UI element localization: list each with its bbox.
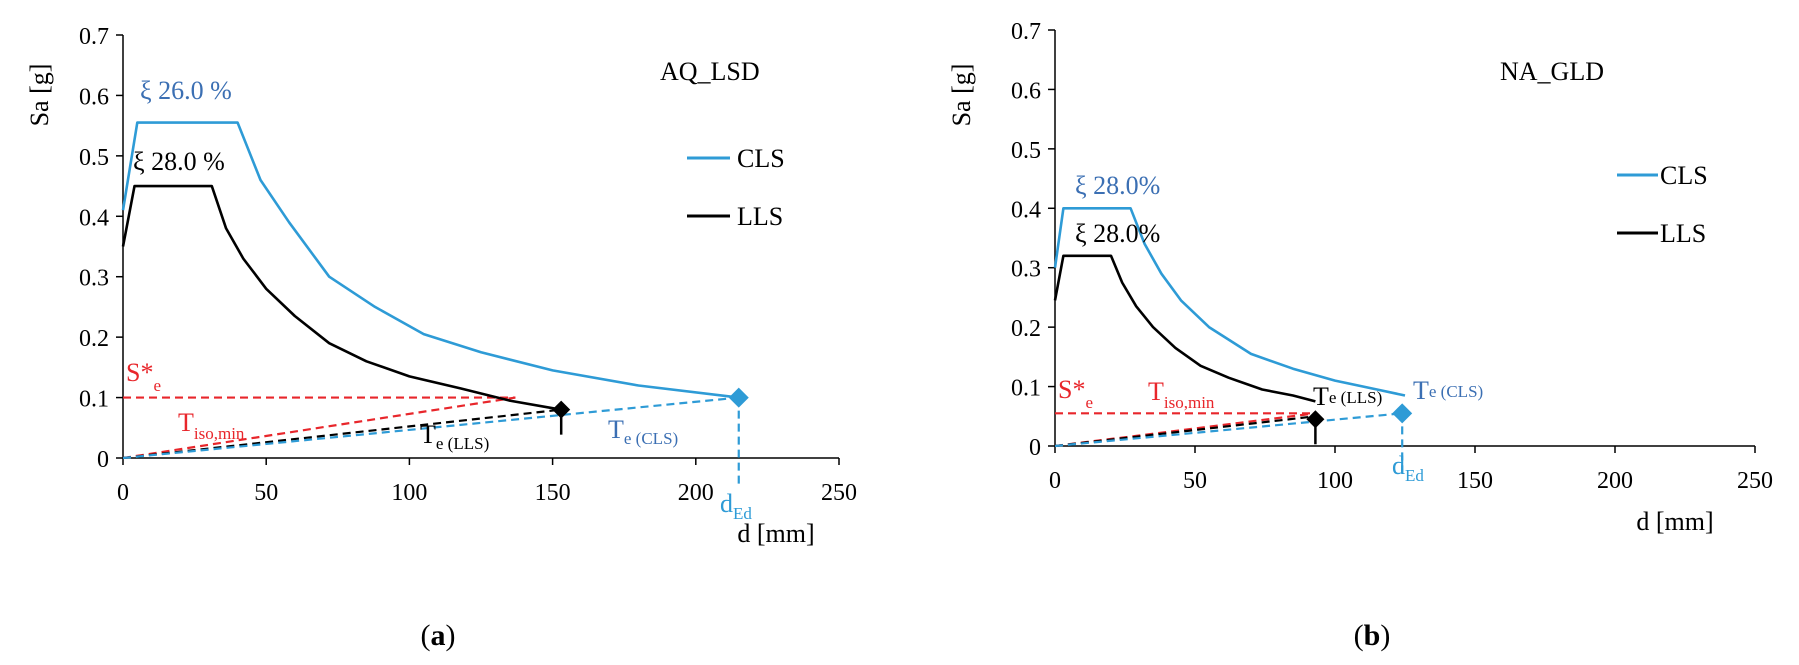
panel-b-x-axis-title: d [mm] [1636, 507, 1713, 536]
panel-b-y-tick-label: 0.1 [1011, 376, 1041, 402]
panel-a-y-tick-label: 0.4 [79, 205, 109, 231]
panel-a-y-tick-label: 0.7 [79, 24, 109, 50]
panel-b-te-cls-label: Te (CLS) [1413, 376, 1483, 405]
panel-b-ded-sub: Ed [1405, 466, 1424, 485]
panel-a-y-tick-label: 0 [97, 447, 109, 473]
panel-a-te-cls-sub: e (CLS) [624, 429, 678, 448]
panel-a-x-tick-label: 0 [117, 480, 129, 506]
panel-a-caption-close: ) [446, 619, 456, 652]
panel-a-legend-cls-label: CLS [737, 144, 785, 173]
panel-b-ded-main: d [1392, 451, 1405, 480]
panel-b-x-tick-label: 0 [1049, 468, 1061, 494]
panel-b-caption-close: ) [1380, 619, 1390, 652]
panel-a-x-tick-label: 250 [821, 480, 857, 506]
panel-b-y-tick-label: 0.7 [1011, 19, 1041, 45]
panel-b-title: NA_GLD [1500, 57, 1604, 86]
panel-b-te-lls-sub: e (LLS) [1329, 388, 1382, 407]
panel-a-ded-label: dEd [720, 489, 752, 523]
panel-a-x-axis-title: d [mm] [737, 519, 814, 548]
panel-a-x-tick-label: 50 [254, 480, 278, 506]
panel-a-series-lls [121, 184, 562, 411]
panel-b-x-tick-label: 50 [1183, 468, 1207, 494]
panel-b-tiso-main: T [1148, 377, 1164, 406]
panel-a-tiso-sub: iso,min [194, 424, 245, 443]
panel-a-te-lls-label: Te (LLS) [420, 420, 489, 453]
panel-b-y-tick-label: 0.3 [1011, 257, 1041, 283]
panel-a-legend-lls-label: LLS [737, 202, 783, 231]
panel-b-caption: (b) [1354, 619, 1391, 652]
panel-b-tiso-label: Tiso,min [1148, 377, 1215, 412]
panel-b-tiso-sub: iso,min [1164, 393, 1215, 412]
panel-a-marks: 0 50 100 150 200 250 0 0.1 0.2 0.3 0.4 0.5 0.6 0.7 [79, 24, 857, 506]
panel-a-tiso-label: Tiso,min [178, 408, 245, 443]
panel-b-xi-cls-label: ξ 28.0% [1075, 171, 1160, 200]
panel-a-caption-open: ( [421, 619, 431, 652]
panel-a-cls-point [728, 387, 749, 408]
panel-a-te-cls-label: Te (CLS) [608, 415, 678, 448]
panel-a-se-label: S*e [126, 358, 161, 395]
panel-b-te-lls-main: T [1313, 382, 1329, 411]
panel-b-cls-point [1392, 403, 1413, 424]
panel-a-y-tick-label: 0.3 [79, 266, 109, 292]
panel-b-caption-letter: b [1364, 619, 1381, 652]
panel-b-lls-point [1306, 410, 1325, 429]
panel-a-te-lls-sub: e (LLS) [436, 434, 489, 453]
panel-a-tiso-line [122, 396, 516, 460]
panel-b-se-main: S* [1058, 375, 1085, 404]
panel-b-y-tick-label: 0.2 [1011, 316, 1041, 342]
panel-b-te-cls-line [1054, 412, 1403, 448]
panel-b-y-tick-label: 0.4 [1011, 197, 1041, 223]
panel-a-lls-point [552, 400, 571, 419]
panel-a-x-tick-label: 100 [391, 480, 427, 506]
panel-b-marks: 0 50 100 150 200 250 0 0.1 0.2 0.3 0.4 0.5 0.6 0.7 [1011, 19, 1773, 494]
panel-b-xi-lls-label: ξ 28.0% [1075, 219, 1160, 248]
panel-a-caption: (a) [421, 619, 456, 652]
panel-b-y-tick-label: 0.5 [1011, 138, 1041, 164]
panel-a-title: AQ_LSD [660, 57, 760, 86]
panel-b: 0 50 100 150 200 250 0 0.1 0.2 0.3 0.4 0.5 0.6 0.7 Sa… [947, 19, 1773, 652]
panel-a-se-main: S* [126, 358, 153, 387]
panel-b-y-tick-label: 0 [1029, 435, 1041, 461]
panel-b-x-tick-label: 250 [1737, 468, 1773, 494]
panel-a-ded-main: d [720, 489, 733, 518]
panel-a-x-tick-label: 150 [535, 480, 571, 506]
panel-a-xi-cls-label: ξ 26.0 % [140, 76, 232, 105]
panel-b-series-lls [1053, 254, 1316, 403]
panel-a-y-tick-label: 0.5 [79, 145, 109, 171]
panel-a-te-lls-main: T [420, 420, 436, 449]
panel-b-x-tick-label: 150 [1457, 468, 1493, 494]
panel-b-ded-label: dEd [1392, 451, 1424, 485]
panel-a-y-tick-label: 0.2 [79, 326, 109, 352]
panel-b-x-tick-label: 100 [1317, 468, 1353, 494]
panel-b-legend-lls-label: LLS [1660, 219, 1706, 248]
panel-a-te-cls-main: T [608, 415, 624, 444]
panel-b-x-tick-label: 200 [1597, 468, 1633, 494]
panel-b-series-cls [1053, 207, 1406, 397]
panel-a: 0 50 100 150 200 250 0 0.1 0.2 0.3 0.4 0.5 0.6 0.7 Sa… [25, 24, 857, 652]
panel-b-te-lls-label: Te (LLS) [1313, 382, 1382, 411]
panel-b-se-sub: e [1085, 393, 1093, 412]
panel-a-series-cls [121, 121, 739, 399]
panel-a-y-axis-title: Sa [g] [25, 64, 54, 127]
panel-b-te-cls-main: T [1413, 376, 1429, 405]
panel-a-y-tick-label: 0.6 [79, 84, 109, 110]
panel-a-caption-letter: a [431, 619, 446, 652]
panel-b-y-tick-label: 0.6 [1011, 78, 1041, 104]
panel-b-caption-open: ( [1354, 619, 1364, 652]
panel-b-se-label: S*e [1058, 375, 1093, 412]
panel-b-y-axis-title: Sa [g] [947, 64, 976, 127]
panel-a-ded-sub: Ed [733, 504, 752, 523]
panel-a-se-sub: e [153, 376, 161, 395]
panel-a-xi-lls-label: ξ 28.0 % [133, 147, 225, 176]
panel-a-tiso-main: T [178, 408, 194, 437]
panel-a-x-tick-label: 200 [678, 480, 714, 506]
panel-b-te-cls-sub: e (CLS) [1429, 382, 1483, 401]
panel-a-te-lls-line [122, 408, 562, 460]
panel-a-y-tick-label: 0.1 [79, 387, 109, 413]
panel-b-legend-cls-label: CLS [1660, 161, 1708, 190]
